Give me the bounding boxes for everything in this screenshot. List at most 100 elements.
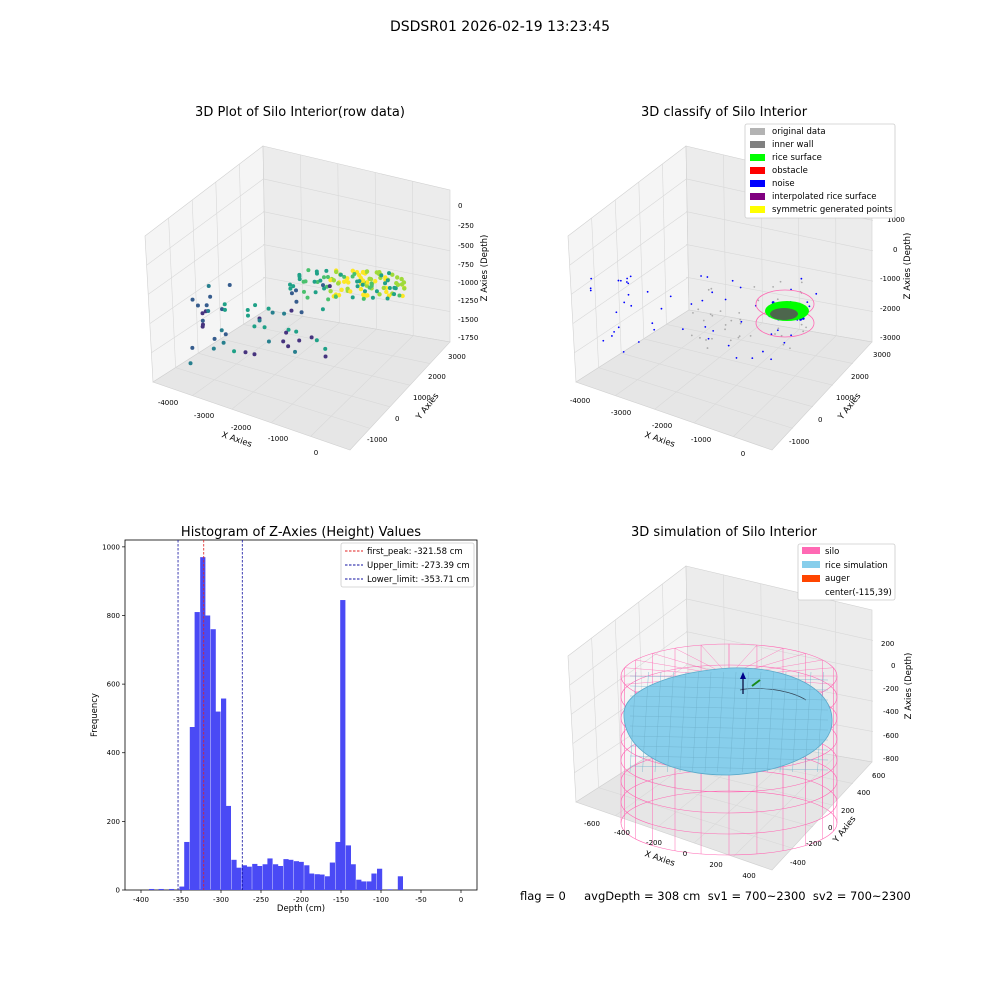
histogram-bar <box>184 841 190 890</box>
mesh-line <box>742 671 749 773</box>
noise-point <box>711 291 714 294</box>
simulation-x-tick-labels: -600 -400 -200 0 200 400 <box>584 820 756 880</box>
raw-point <box>395 275 400 280</box>
sim-y-tick: 600 <box>872 772 885 780</box>
raw-point <box>200 318 205 323</box>
mesh-line <box>817 671 824 773</box>
original-point <box>706 347 709 349</box>
raw-point <box>327 284 332 289</box>
raw-point <box>358 286 364 292</box>
raw-point <box>190 297 195 302</box>
gridline <box>643 338 834 386</box>
noise-point <box>660 307 663 310</box>
raw-y-tick: 2000 <box>428 373 446 381</box>
sim-z-tick: 200 <box>881 640 894 648</box>
sim-x-tick: -200 <box>646 839 662 847</box>
raw-z-tick: -1250 <box>458 297 478 305</box>
gridline <box>374 172 377 330</box>
raw-point <box>299 310 304 315</box>
histogram-bar <box>340 600 346 890</box>
histogram-bar <box>319 874 325 890</box>
classify-y-tick-labels: -1000 0 1000 2000 3000 <box>789 351 891 446</box>
raw-point <box>266 339 271 344</box>
legend-label-obstacle: obstacle <box>772 166 808 176</box>
classify-3d-plot: 3D classify of Silo Interior -4000 -3000… <box>567 105 913 458</box>
gridline <box>572 244 688 324</box>
gridline <box>231 322 340 410</box>
mesh-line <box>767 671 774 773</box>
noise-point <box>762 350 764 353</box>
noise-point <box>690 303 693 305</box>
raw-y-tick: 3000 <box>448 353 466 361</box>
raw-point <box>399 282 405 287</box>
noise-point <box>619 279 622 282</box>
raw-point <box>190 345 195 350</box>
raw-point <box>245 307 250 312</box>
noise-point <box>776 329 779 332</box>
raw-point <box>364 269 369 274</box>
histogram-bar <box>169 888 175 890</box>
figure-title: DSDSR01 2026-02-19 13:23:45 <box>390 19 610 35</box>
noise-point <box>712 330 715 332</box>
raw-point <box>348 289 353 294</box>
gridline <box>574 276 689 354</box>
mesh-line <box>692 671 699 773</box>
original-point <box>739 318 742 321</box>
sim-x-tick: 0 <box>683 850 687 858</box>
sim-z-tick: 0 <box>891 662 895 670</box>
mesh-line <box>667 671 674 773</box>
classify-x-tick: -4000 <box>570 397 590 405</box>
mesh-line <box>629 685 829 691</box>
sim-y-tick: 400 <box>857 789 870 797</box>
histogram-bar <box>189 727 195 890</box>
original-point <box>697 308 700 311</box>
histogram-bar <box>200 557 206 890</box>
raw-point <box>281 339 286 344</box>
original-point <box>707 288 710 291</box>
original-point <box>774 333 776 335</box>
raw-point <box>339 287 344 292</box>
raw-point <box>243 350 248 355</box>
histogram-plot-area <box>124 539 478 891</box>
gridline <box>271 328 377 424</box>
histogram-bar <box>241 865 247 890</box>
noise-point <box>808 305 811 308</box>
gridline <box>591 217 599 368</box>
raw-z-tick: -1750 <box>458 334 478 342</box>
histogram-bar <box>304 865 310 890</box>
noise-point <box>669 295 672 298</box>
mesh-line <box>629 745 829 751</box>
noise-point <box>637 341 640 343</box>
raw-point <box>222 307 227 312</box>
noise-point <box>724 298 727 301</box>
original-point <box>779 280 782 283</box>
raw-point <box>356 272 362 278</box>
gridline <box>733 335 837 437</box>
gridline <box>571 211 688 295</box>
y-tick-label: 1000 <box>102 543 120 551</box>
mesh-line <box>629 755 829 761</box>
gridline <box>168 217 176 368</box>
raw-point <box>212 336 217 341</box>
original-point <box>724 324 727 326</box>
legend-label-interpolated: interpolated rice surface <box>772 192 877 202</box>
sim-x-tick: 400 <box>742 872 755 880</box>
gridline <box>262 178 451 221</box>
gridline <box>191 199 199 354</box>
raw-point <box>355 284 360 289</box>
raw-point <box>367 276 372 282</box>
raw-point <box>195 303 200 308</box>
raw-point <box>208 294 213 299</box>
raw-x-tick: 0 <box>314 449 318 457</box>
original-point <box>699 336 701 339</box>
histogram-bar <box>329 862 335 890</box>
raw-point <box>387 271 392 276</box>
mesh-line <box>779 671 787 773</box>
histogram-legend: first_peak: -321.58 cm Upper_limit: -273… <box>340 542 475 588</box>
raw-point <box>350 268 356 274</box>
simulation-3d-plot: 3D simulation of Silo Interior -600 -400… <box>567 525 914 880</box>
gridline <box>569 598 687 686</box>
raw-point <box>350 274 355 279</box>
noise-point <box>615 311 618 314</box>
histogram-bar <box>273 864 279 890</box>
